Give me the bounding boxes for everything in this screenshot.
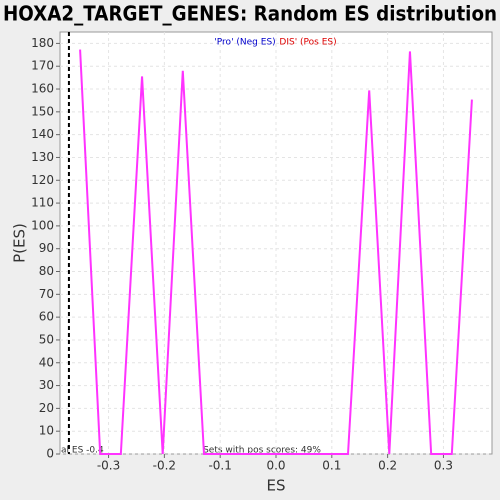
y-tick-label: 130	[31, 150, 54, 164]
es-label: al ES -0.4	[61, 446, 104, 456]
x-tick-label: 0.3	[434, 459, 453, 473]
y-tick-label: 140	[31, 127, 54, 141]
y-tick-label: 60	[39, 310, 54, 324]
x-tick-label: -0.1	[208, 459, 231, 473]
legend-entry: DIS' (Pos ES)	[279, 38, 336, 48]
x-tick-label: 0.2	[378, 459, 397, 473]
es-line	[79, 49, 473, 455]
y-tick-label: 160	[31, 82, 54, 96]
x-axis-label: ES	[267, 477, 286, 495]
x-tick-label: 0.0	[266, 459, 285, 473]
y-tick-label: 0	[46, 447, 54, 461]
y-tick-label: 70	[39, 287, 54, 301]
y-tick-label: 170	[31, 59, 54, 73]
y-tick-label: 100	[31, 218, 54, 232]
y-tick-label: 20	[39, 401, 54, 415]
annotation: Sets with pos scores: 49%	[203, 446, 321, 456]
y-tick-label: 10	[39, 424, 54, 438]
y-tick-label: 90	[39, 241, 54, 255]
y-tick-label: 30	[39, 378, 54, 392]
y-tick-label: 80	[39, 264, 54, 278]
y-tick-label: 110	[31, 196, 54, 210]
y-tick-label: 150	[31, 104, 54, 118]
y-tick-label: 120	[31, 173, 54, 187]
x-tick-label: 0.1	[322, 459, 341, 473]
y-tick-label: 180	[31, 36, 54, 50]
legend-entry: 'Pro' (Neg ES)	[214, 38, 275, 48]
x-tick-label: -0.3	[97, 459, 120, 473]
x-tick-label: -0.2	[153, 459, 176, 473]
y-tick-label: 50	[39, 332, 54, 346]
y-axis-label: P(ES)	[11, 223, 29, 263]
chart-title: HOXA2_TARGET_GENES: Random ES distributi…	[3, 2, 497, 26]
y-tick-label: 40	[39, 355, 54, 369]
